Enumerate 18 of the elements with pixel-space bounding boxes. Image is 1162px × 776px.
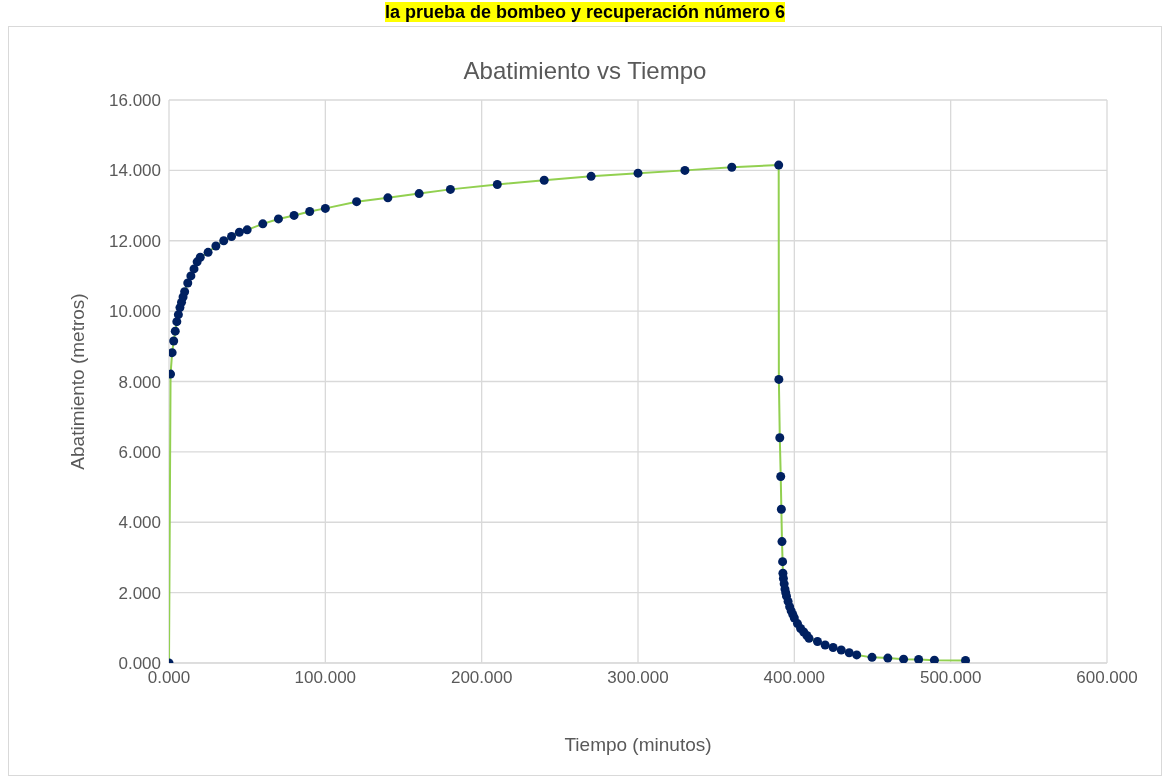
y-tick-label: 6.000 — [118, 442, 161, 462]
y-axis-title: Abatimiento (metros) — [66, 293, 88, 470]
text: la prueba de bombeo y recuperación número 6 — [384, 2, 786, 22]
x-tick-label: 500.000 — [919, 668, 982, 688]
x-axis-title: Tiempo (minutos) — [564, 734, 712, 755]
x-tick-label: 600.000 — [1076, 668, 1138, 688]
x-tick-label: 300.000 — [607, 668, 669, 688]
y-tick-label: 4.000 — [118, 513, 161, 533]
chart-title: Abatimiento vs Tiempo — [462, 57, 708, 85]
y-tick-label: 12.000 — [109, 231, 161, 251]
y-tick-label: 8.000 — [118, 372, 161, 392]
y-tick-label: 14.000 — [109, 161, 161, 181]
x-tick-label: 100.000 — [294, 668, 357, 688]
y-tick-label: 2.000 — [118, 583, 161, 603]
y-tick-label: 10.000 — [109, 302, 161, 322]
y-tick-label: 16.000 — [109, 91, 161, 111]
x-tick-label: 400.000 — [763, 668, 826, 688]
x-tick-label: 200.000 — [450, 668, 513, 688]
